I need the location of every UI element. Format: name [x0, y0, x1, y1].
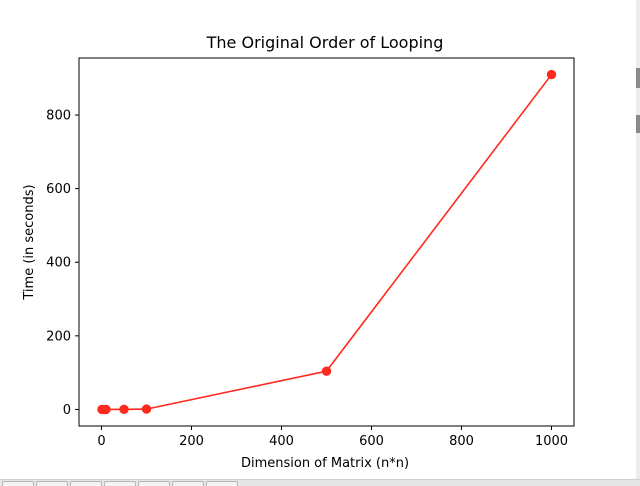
data-point: [321, 366, 332, 376]
y-tick-label: 0: [63, 403, 71, 418]
toolbar-button[interactable]: [70, 481, 102, 486]
toolbar-button[interactable]: [104, 481, 136, 486]
x-tick-label: 400: [269, 434, 294, 449]
y-tick-label: 800: [46, 109, 71, 124]
y-axis: 0 200 400 600 800: [46, 109, 79, 418]
x-tick-label: 200: [179, 434, 204, 449]
x-tick-label: 800: [449, 434, 474, 449]
x-tick-label: 1000: [535, 434, 568, 449]
window-edge-mark: [636, 68, 640, 88]
window-edge-mark: [636, 115, 640, 133]
toolbar-button[interactable]: [36, 481, 68, 486]
data-point: [141, 404, 152, 414]
toolbar-button[interactable]: [2, 481, 34, 486]
toolbar-button[interactable]: [206, 481, 238, 486]
y-tick-label: 600: [46, 182, 71, 197]
y-axis-label: Time (in seconds): [22, 184, 37, 300]
toolbar-button[interactable]: [172, 481, 204, 486]
plot-area: [79, 58, 574, 426]
x-axis-label: Dimension of Matrix (n*n): [241, 456, 409, 471]
y-tick-label: 200: [46, 329, 71, 344]
axes-frame: [78, 57, 575, 427]
chart-title: The Original Order of Looping: [206, 33, 444, 52]
x-tick-label: 600: [359, 434, 384, 449]
figure-toolbar: [0, 479, 640, 486]
x-axis: 0 200 400 600 800 1000: [97, 426, 568, 449]
data-point: [119, 404, 129, 415]
data-point: [546, 69, 557, 80]
window-edge: [636, 0, 640, 485]
data-point: [101, 404, 111, 415]
y-tick-label: 400: [46, 256, 71, 271]
toolbar-button[interactable]: [138, 481, 170, 486]
x-tick-label: 0: [97, 434, 105, 449]
chart-marks: [97, 69, 557, 415]
